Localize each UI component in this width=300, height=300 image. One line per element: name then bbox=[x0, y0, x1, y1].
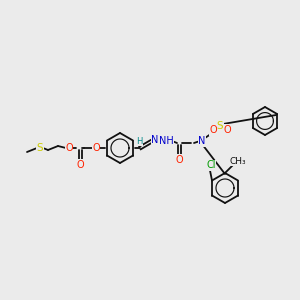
Text: CH₃: CH₃ bbox=[230, 157, 246, 166]
Text: S: S bbox=[37, 143, 43, 153]
Text: NH: NH bbox=[159, 136, 173, 146]
Text: H: H bbox=[136, 136, 142, 146]
Text: N: N bbox=[198, 136, 206, 146]
Text: Cl: Cl bbox=[206, 160, 216, 170]
Text: O: O bbox=[76, 160, 84, 170]
Text: O: O bbox=[175, 155, 183, 165]
Text: O: O bbox=[209, 125, 217, 135]
Text: S: S bbox=[217, 121, 223, 131]
Text: O: O bbox=[223, 125, 231, 135]
Text: O: O bbox=[65, 143, 73, 153]
Text: O: O bbox=[92, 143, 100, 153]
Text: N: N bbox=[151, 135, 159, 145]
